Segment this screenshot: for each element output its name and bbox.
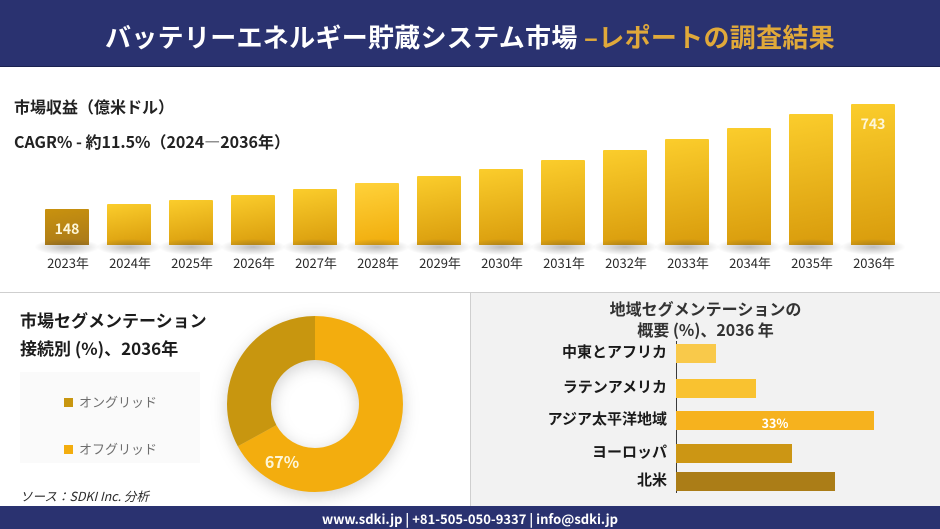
svg-text:67%: 67%: [265, 449, 299, 473]
